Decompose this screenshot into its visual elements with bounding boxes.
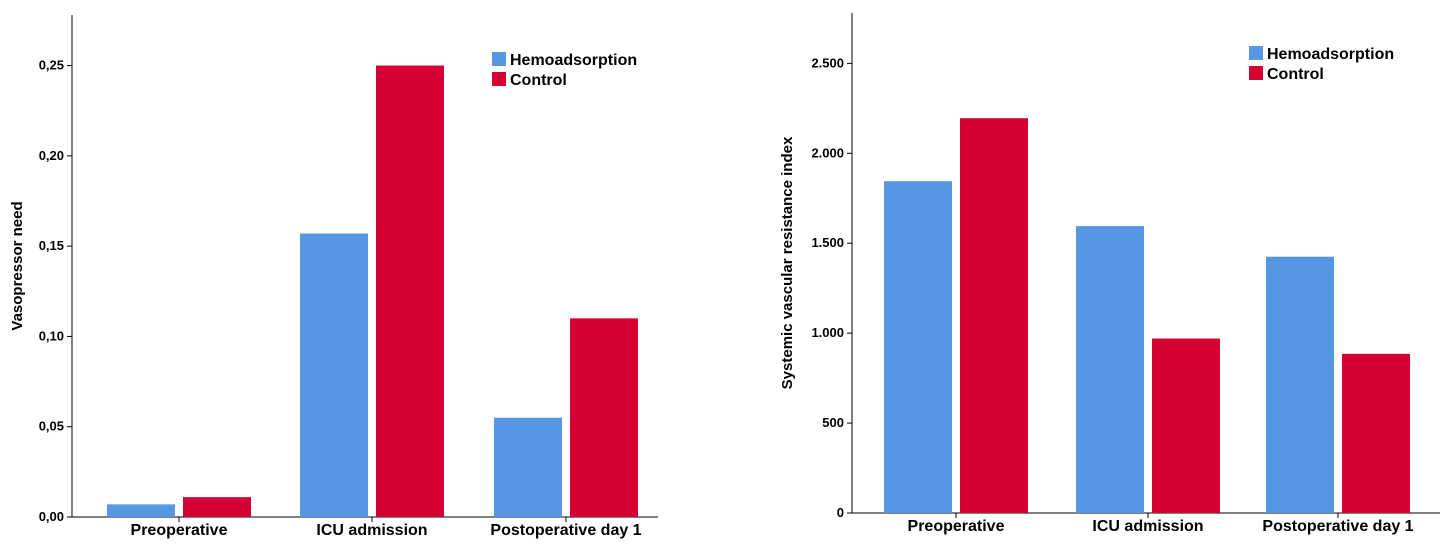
y-axis-title: Systemic vascular resistance index — [779, 136, 796, 389]
bar-hemoadsorption-3 — [1266, 256, 1334, 513]
y-tick-label: 0,05 — [39, 419, 64, 434]
y-tick-label: 0,25 — [39, 58, 64, 73]
legend-label: Control — [1267, 66, 1324, 83]
chart-2: 0 500 1.000 1.500 2.000 2.500 Systemic vascula… — [779, 13, 1440, 535]
x-category-label: ICU admission — [1092, 518, 1203, 535]
legend-swatch — [492, 52, 506, 66]
bar-hemoadsorption-1 — [884, 181, 952, 513]
y-axis-title: Vasopressor need — [9, 201, 26, 330]
y-tick-label: 0,20 — [39, 148, 64, 163]
y-tick-label: 1.000 — [811, 325, 844, 340]
x-category-label: ICU admission — [316, 522, 427, 539]
bar-control-1 — [960, 118, 1028, 514]
bar-hemoadsorption-1 — [107, 504, 175, 517]
bar-control-3 — [570, 318, 638, 517]
chart-1: 0,00 0,05 0,10 0,15 0,20 0,25 Vasopressor need… — [9, 15, 658, 539]
y-tick-label: 2.500 — [811, 55, 844, 70]
y-tick-label: 1.500 — [811, 235, 844, 250]
y-tick-label: 500 — [822, 415, 844, 430]
bar-hemoadsorption-2 — [300, 233, 368, 517]
x-category-label: Preoperative — [908, 518, 1005, 535]
bar-hemoadsorption-2 — [1076, 226, 1144, 513]
x-category-label: Postoperative day 1 — [490, 522, 641, 539]
bar-control-2 — [1152, 338, 1220, 513]
bar-control-3 — [1342, 353, 1410, 513]
legend-label: Control — [510, 72, 567, 89]
bar-hemoadsorption-3 — [494, 417, 562, 517]
legend-swatch — [1249, 46, 1263, 60]
bar-control-1 — [183, 497, 251, 517]
y-tick-label: 0 — [837, 505, 844, 520]
legend-swatch — [492, 72, 506, 86]
x-category-label: Preoperative — [131, 522, 228, 539]
legend: Hemoadsorption Control — [492, 52, 637, 89]
bar-control-2 — [376, 65, 444, 517]
legend-swatch — [1249, 66, 1263, 80]
y-tick-label: 0,10 — [39, 328, 64, 343]
y-tick-label: 0,15 — [39, 238, 64, 253]
y-tick-label: 2.000 — [811, 145, 844, 160]
legend-label: Hemoadsorption — [510, 52, 637, 69]
y-tick-label: 0,00 — [39, 509, 64, 524]
legend-label: Hemoadsorption — [1267, 46, 1394, 63]
legend: Hemoadsorption Control — [1249, 46, 1394, 83]
x-category-label: Postoperative day 1 — [1262, 518, 1413, 535]
